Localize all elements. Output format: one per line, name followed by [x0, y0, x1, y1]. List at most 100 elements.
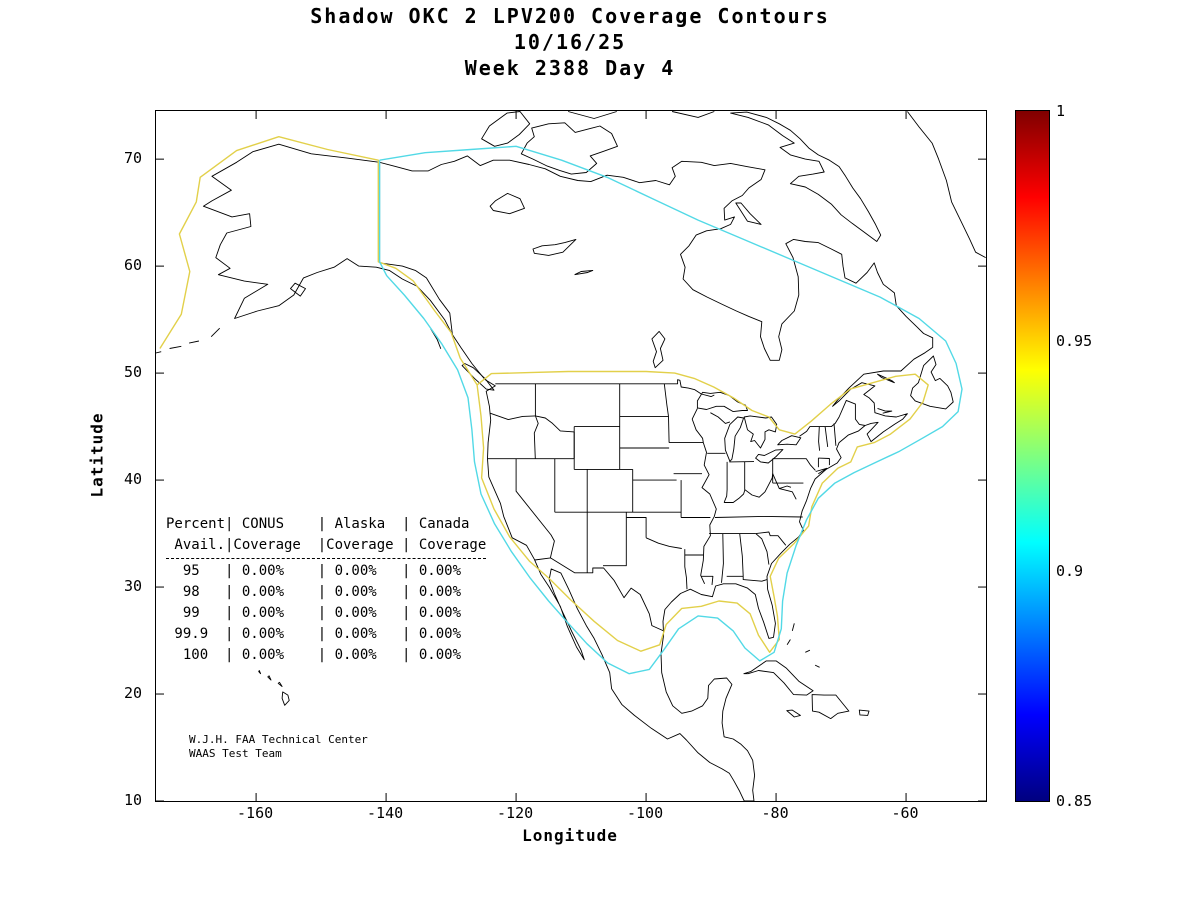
kodiak-island	[290, 282, 306, 297]
id-mt	[535, 415, 575, 433]
aleutian-3	[189, 340, 199, 344]
md-va-potomac	[779, 488, 797, 500]
ohio-river	[724, 473, 774, 503]
wa-or	[489, 412, 536, 421]
coverage-table-header: Percent| CONUS | Alaska | Canada Avail.|…	[166, 516, 487, 553]
x-tick-label: -140	[367, 804, 404, 822]
coverage-table-body: 95 | 0.00% | 0.00% | 0.00% 98 | 0.00% | …	[166, 558, 487, 666]
x-tick-label: -120	[497, 804, 534, 822]
x-tick-label: -100	[627, 804, 664, 822]
mainland-coast	[202, 143, 934, 801]
lake-michigan	[724, 416, 745, 462]
ky-tn-va-nc	[714, 515, 803, 518]
ma-south	[818, 457, 830, 466]
nm-tx	[603, 512, 627, 567]
al-ga	[739, 533, 744, 577]
y-tick-label: 10	[123, 791, 142, 809]
vt-nh	[824, 426, 829, 447]
cuba	[743, 660, 814, 696]
long-island	[815, 467, 828, 475]
colorbar-tick-labels: 1 0.95 0.9 0.85	[1056, 102, 1116, 810]
newfoundland	[910, 355, 954, 410]
devon-island-partial	[672, 111, 715, 118]
pa-ny	[772, 458, 816, 471]
aleutian-2	[169, 345, 182, 349]
lake-huron	[743, 415, 778, 449]
banks-island	[481, 111, 531, 147]
north-america-contour-map	[156, 111, 986, 801]
nh-me	[833, 423, 837, 446]
aleutian-1	[156, 351, 162, 354]
x-tick-label: -60	[891, 804, 919, 822]
great-slave-lake	[532, 238, 577, 256]
credit-text: W.J.H. FAA Technical Center WAAS Test Te…	[189, 733, 368, 761]
mn-wi	[691, 408, 704, 443]
hawaii-kauai	[258, 670, 262, 675]
wv-va	[772, 473, 792, 490]
lake-erie	[755, 449, 784, 464]
credit-line-2: WAAS Test Team	[189, 747, 282, 760]
y-axis-tick-labels: 10 20 30 40 50 60 70	[90, 110, 146, 809]
bahamas-4	[814, 664, 820, 668]
y-tick-label: 70	[123, 149, 142, 168]
contour-level-0.95	[159, 136, 929, 653]
us-mexico-border	[534, 557, 664, 632]
la-ms	[701, 575, 714, 585]
ny-vt	[818, 426, 821, 451]
greenland-coast	[907, 111, 986, 258]
y-tick-label: 30	[123, 577, 142, 596]
us-canada-border-east	[799, 399, 866, 437]
title-line-1: Shadow OKC 2 LPV200 Coverage Contours	[310, 4, 830, 28]
haida-gwaii	[430, 328, 442, 349]
us-canada-border-west	[495, 379, 715, 398]
ca-nv	[515, 458, 555, 558]
title-line-3: Week 2388 Day 4	[464, 56, 676, 80]
y-tick-label: 40	[123, 470, 142, 489]
map-plot-area: Percent| CONUS | Alaska | Canada Avail.|…	[155, 110, 987, 802]
x-axis-tick-labels: -160 -140 -120 -100 -80 -60	[155, 803, 985, 825]
aleutian-4	[210, 327, 221, 338]
lake-superior	[696, 391, 748, 413]
melville-island-partial	[567, 111, 617, 119]
lake-athabasca	[574, 269, 594, 276]
colorbar-tick-label: 0.9	[1056, 562, 1084, 580]
credit-line-1: W.J.H. FAA Technical Center	[189, 733, 368, 746]
hawaii-big-island	[281, 691, 290, 706]
y-tick-label: 50	[123, 363, 142, 382]
bahamas-2	[791, 623, 795, 632]
il-in	[723, 461, 728, 503]
y-tick-label: 60	[123, 256, 142, 275]
hawaii-oahu	[267, 675, 272, 681]
contour-level-0.9	[378, 145, 963, 675]
mississippi-river	[700, 442, 717, 584]
ak-bc-border	[379, 262, 453, 335]
lake-winnipeg	[651, 330, 666, 369]
vancouver-island	[461, 363, 495, 391]
great-bear-lake	[489, 192, 525, 215]
red-river	[645, 537, 682, 549]
hispaniola	[811, 694, 850, 720]
bahamas-3	[805, 649, 811, 653]
title-line-2: 10/16/25	[513, 30, 627, 54]
ga-fl	[742, 576, 768, 582]
bahamas-1	[786, 639, 791, 646]
hawaii-maui	[277, 681, 283, 687]
colorbar-tick-label: 0.85	[1056, 792, 1093, 810]
prince-edward-island	[877, 407, 893, 414]
ga-sc	[755, 533, 770, 565]
wi-mi	[710, 412, 731, 424]
jamaica	[786, 709, 801, 718]
y-tick-label: 20	[123, 684, 142, 703]
tx-la	[684, 549, 688, 590]
red-river-north	[663, 383, 670, 443]
x-tick-label: -160	[237, 804, 274, 822]
colorbar-tick-label: 1	[1056, 102, 1066, 120]
colorbar-tick-label: 0.95	[1056, 332, 1093, 350]
southampton-island	[735, 202, 762, 225]
ok-panhandle	[626, 517, 647, 538]
victoria-island	[520, 122, 618, 175]
x-tick-label: -80	[761, 804, 789, 822]
figure-title: Shadow OKC 2 LPV200 Coverage Contours 10…	[155, 3, 985, 81]
nc-sc	[755, 531, 787, 546]
